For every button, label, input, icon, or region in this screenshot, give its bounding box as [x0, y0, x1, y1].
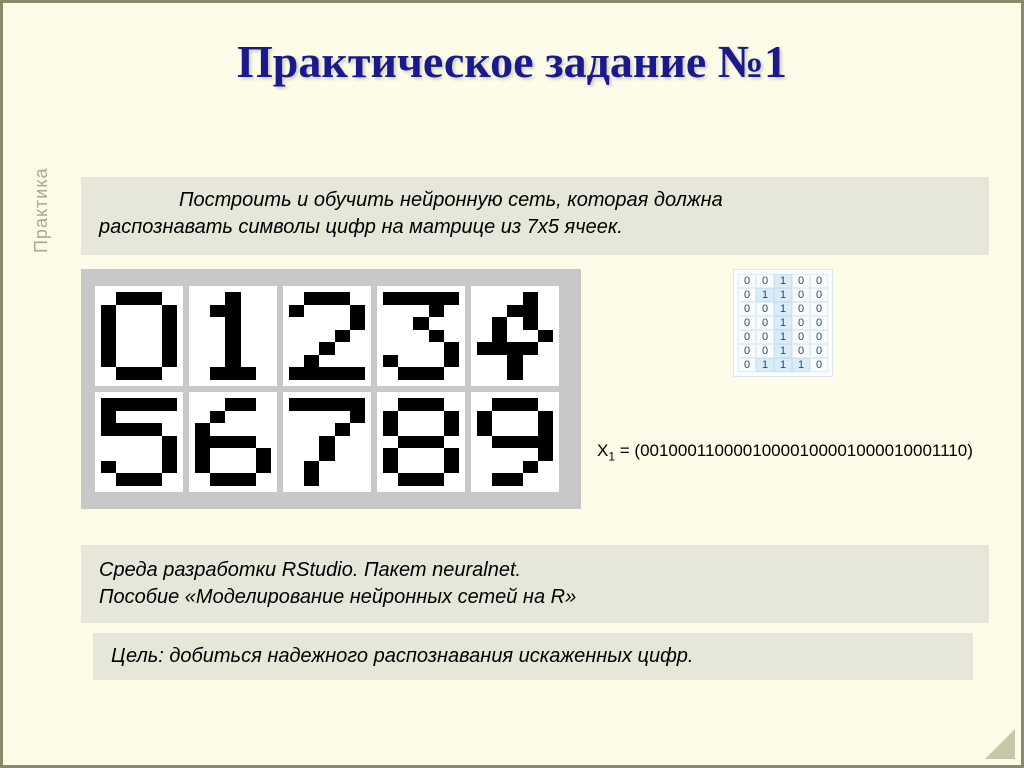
env-line1: Среда разработки RStudio. Пакет neuralne… [99, 559, 521, 581]
task-line2: распознавать символы цифр на матрице из … [99, 216, 623, 238]
digit-5 [95, 392, 183, 492]
digit-3 [377, 286, 465, 386]
digit-1 [189, 286, 277, 386]
page-title: Практическое задание №1 [3, 3, 1021, 88]
x1-vector: X1 = (0010001100001000010000100001000111… [597, 441, 973, 463]
digit-6 [189, 392, 277, 492]
side-label: Практика [31, 167, 52, 253]
digits-panel [81, 269, 581, 509]
digit-9 [471, 392, 559, 492]
task-description: Построить и обучить нейронную сеть, кото… [81, 177, 989, 255]
digit-4 [471, 286, 559, 386]
x1-prefix: X [597, 441, 608, 460]
digit-7 [283, 392, 371, 492]
goal-text: Цель: добиться надежного распознавания и… [111, 645, 693, 667]
corner-decoration [985, 729, 1015, 759]
digit-0 [95, 286, 183, 386]
digit-row-top [95, 286, 567, 386]
task-line1: Построить и обучить нейронную сеть, кото… [179, 189, 723, 211]
goal-box: Цель: добиться надежного распознавания и… [93, 633, 973, 680]
x1-value: = (00100011000010000100001000010001110) [615, 441, 973, 460]
binary-matrix: 00100011000010000100001000010001110 [733, 269, 833, 377]
digit-8 [377, 392, 465, 492]
env-line2: Пособие «Моделирование нейронных сетей н… [99, 586, 576, 608]
digit-row-bottom [95, 392, 567, 492]
environment-box: Среда разработки RStudio. Пакет neuralne… [81, 545, 989, 623]
digit-2 [283, 286, 371, 386]
